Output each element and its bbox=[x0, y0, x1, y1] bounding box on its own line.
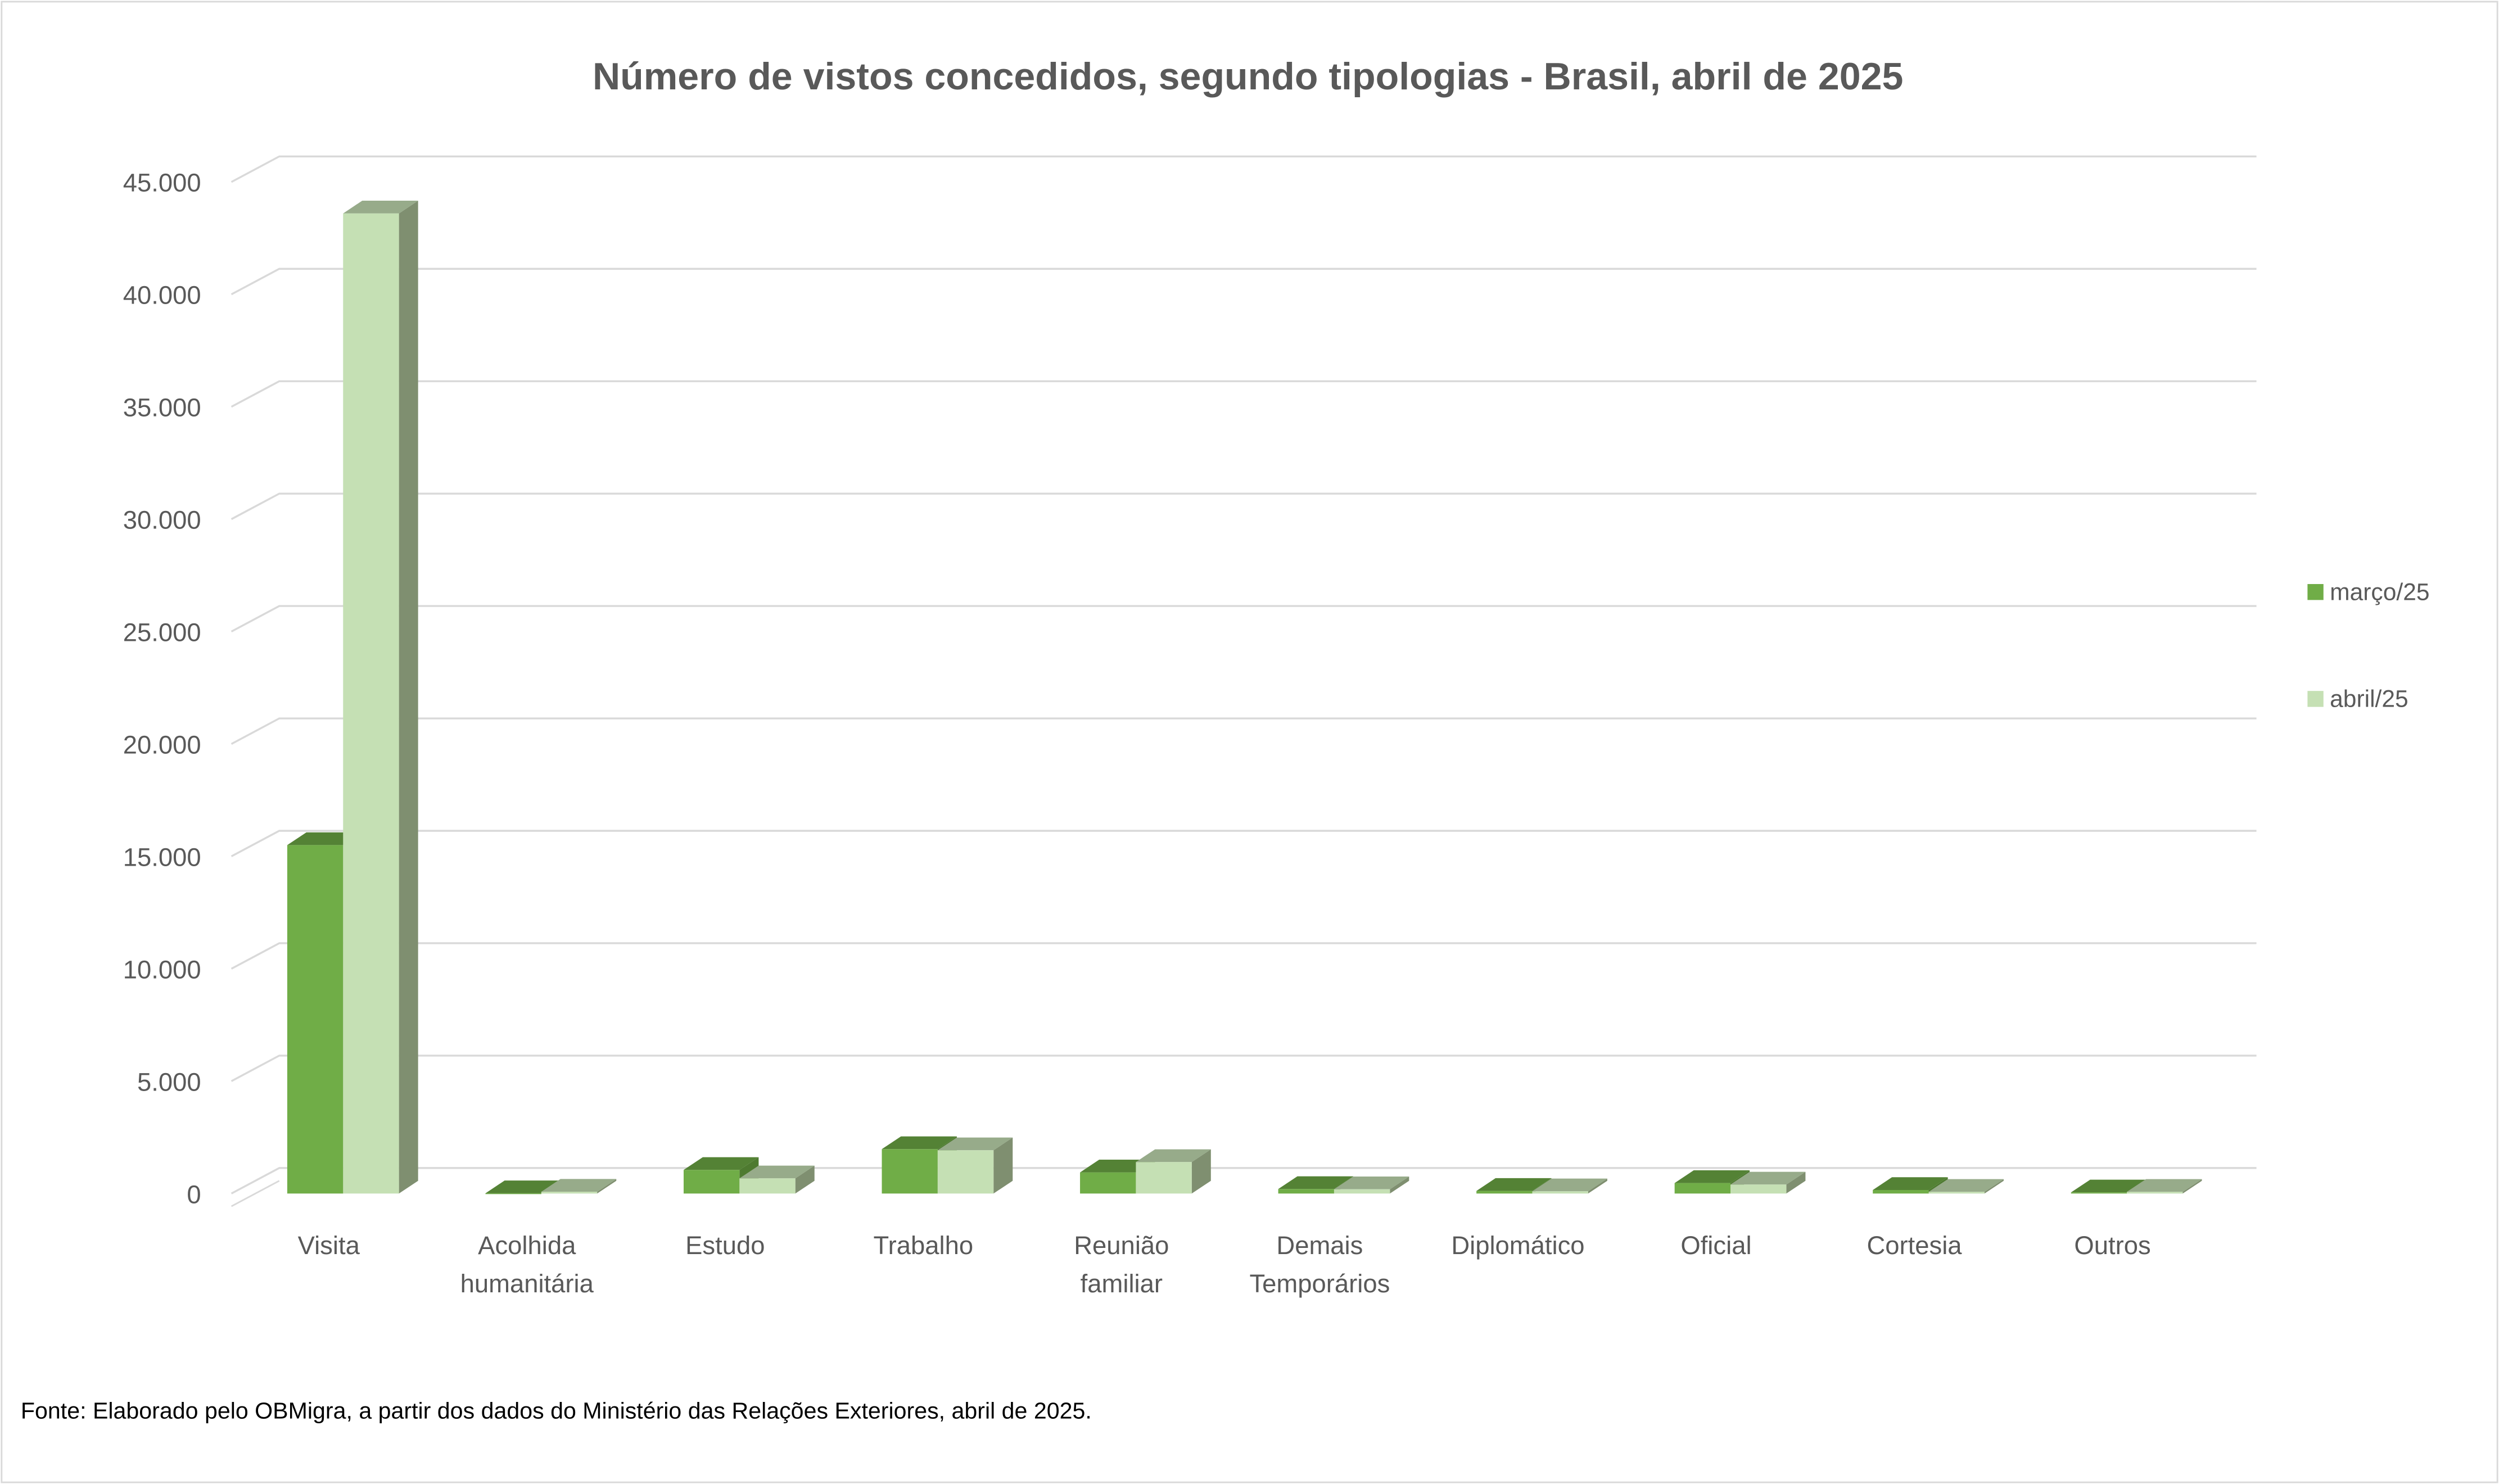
gridline bbox=[231, 717, 2257, 745]
bar bbox=[2127, 1192, 2183, 1194]
bar bbox=[541, 1192, 598, 1194]
bar bbox=[1080, 1172, 1136, 1194]
bar-top bbox=[1730, 1171, 1806, 1185]
bar-side bbox=[2182, 1179, 2202, 1194]
y-tick-label: 30.000 bbox=[123, 506, 201, 535]
y-tick-label: 10.000 bbox=[123, 955, 201, 984]
bar bbox=[343, 213, 399, 1194]
legend-swatch bbox=[2307, 583, 2324, 600]
bar-side bbox=[1390, 1176, 1409, 1194]
x-tick-label: humanitária bbox=[460, 1269, 594, 1298]
x-tick-label: Temporários bbox=[1249, 1269, 1390, 1298]
y-tick-label: 15.000 bbox=[123, 843, 201, 871]
legend-swatch bbox=[2307, 691, 2324, 707]
x-tick-label: Outros bbox=[2074, 1231, 2150, 1260]
bar-top bbox=[1928, 1179, 2004, 1192]
bar bbox=[683, 1170, 740, 1194]
bar bbox=[1334, 1189, 1390, 1194]
gridline bbox=[231, 1055, 2257, 1082]
bar-top bbox=[1873, 1177, 1948, 1190]
gridline bbox=[231, 605, 2257, 633]
gridline bbox=[231, 268, 2257, 296]
bar-top bbox=[1334, 1176, 1409, 1189]
y-tick-label: 25.000 bbox=[123, 618, 201, 647]
bar-top bbox=[541, 1179, 617, 1192]
bar-top bbox=[739, 1165, 815, 1179]
bar bbox=[1532, 1191, 1588, 1194]
y-tick-label: 40.000 bbox=[123, 281, 201, 310]
bar-top bbox=[485, 1180, 561, 1193]
bar-side bbox=[1588, 1178, 1607, 1194]
x-tick-label: Acolhida bbox=[478, 1231, 576, 1260]
bar-top bbox=[1476, 1178, 1552, 1191]
bar bbox=[1278, 1189, 1334, 1194]
x-tick-label: Reunião bbox=[1074, 1231, 1169, 1260]
chart-title: Número de vistos concedidos, segundo tip… bbox=[593, 55, 1903, 98]
bar bbox=[1928, 1192, 1985, 1194]
legend-label: março/25 bbox=[2330, 578, 2429, 605]
bar bbox=[287, 845, 344, 1194]
bar-side bbox=[993, 1137, 1013, 1194]
bar-side bbox=[597, 1179, 617, 1194]
bar bbox=[739, 1178, 796, 1194]
x-tick-label: Visita bbox=[298, 1231, 360, 1260]
bar bbox=[1476, 1191, 1533, 1194]
gridline bbox=[231, 1167, 2257, 1195]
x-tick-label: familiar bbox=[1081, 1269, 1163, 1298]
bar bbox=[882, 1149, 938, 1194]
bar-side bbox=[1191, 1149, 1211, 1194]
bar-top bbox=[937, 1137, 1013, 1151]
bar-top bbox=[683, 1157, 759, 1170]
x-tick-label: Diplomático bbox=[1451, 1231, 1584, 1260]
source-note: Fonte: Elaborado pelo OBMigra, a partir … bbox=[21, 1397, 1092, 1423]
bar bbox=[1873, 1189, 1929, 1194]
x-tick-label: Oficial bbox=[1680, 1231, 1751, 1260]
y-tick-label: 5.000 bbox=[137, 1067, 201, 1096]
bar-top bbox=[343, 200, 418, 214]
bar bbox=[1730, 1184, 1787, 1194]
x-tick-label: Cortesia bbox=[1867, 1231, 1962, 1260]
bar bbox=[2071, 1192, 2127, 1194]
gridline bbox=[231, 380, 2257, 408]
x-tick-label: Estudo bbox=[685, 1231, 765, 1260]
legend-label: abril/25 bbox=[2330, 686, 2408, 713]
bar-top bbox=[882, 1136, 957, 1150]
gridline bbox=[231, 830, 2257, 857]
bar bbox=[937, 1150, 994, 1194]
axis-floor-edge bbox=[231, 1180, 280, 1207]
gridline bbox=[231, 155, 2257, 183]
bar bbox=[1674, 1183, 1731, 1194]
bar-top bbox=[1136, 1149, 1211, 1162]
x-tick-label: Demais bbox=[1276, 1231, 1363, 1260]
bar-side bbox=[1984, 1179, 2004, 1194]
y-tick-label: 45.000 bbox=[123, 169, 201, 197]
bar-top bbox=[2127, 1179, 2202, 1192]
y-tick-label: 20.000 bbox=[123, 731, 201, 759]
bar-top bbox=[1532, 1178, 1607, 1192]
bar-top bbox=[2071, 1179, 2146, 1193]
bar bbox=[1136, 1162, 1192, 1194]
y-tick-label: 35.000 bbox=[123, 393, 201, 422]
gridline bbox=[231, 942, 2257, 970]
bar-side bbox=[795, 1165, 815, 1194]
bar-top bbox=[1674, 1170, 1750, 1183]
bar bbox=[485, 1193, 541, 1195]
bar-side bbox=[1786, 1171, 1806, 1194]
bar-top bbox=[1278, 1176, 1353, 1189]
gridline bbox=[231, 492, 2257, 521]
y-tick-label: 0 bbox=[187, 1180, 201, 1209]
x-tick-label: Trabalho bbox=[874, 1231, 974, 1260]
bar-side bbox=[399, 200, 418, 1194]
